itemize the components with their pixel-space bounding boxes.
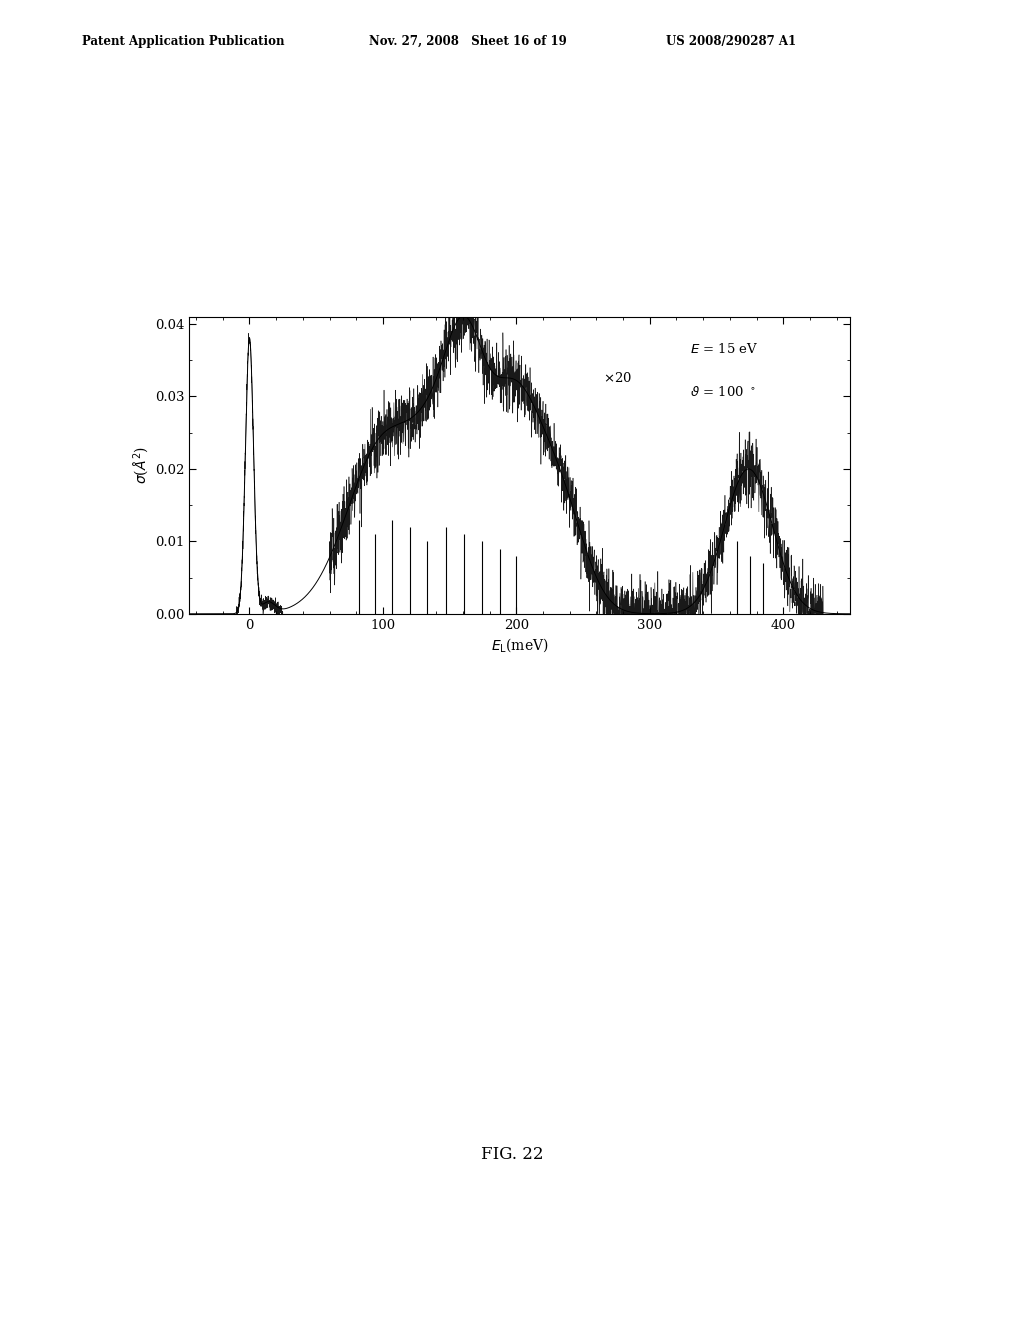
Text: $\times$20: $\times$20 xyxy=(603,371,632,385)
Text: US 2008/290287 A1: US 2008/290287 A1 xyxy=(666,34,796,48)
Y-axis label: $\sigma$($\AA^2$): $\sigma$($\AA^2$) xyxy=(131,446,151,484)
Text: Nov. 27, 2008   Sheet 16 of 19: Nov. 27, 2008 Sheet 16 of 19 xyxy=(369,34,566,48)
Text: Patent Application Publication: Patent Application Publication xyxy=(82,34,285,48)
X-axis label: $E_{\rm L}$(meV): $E_{\rm L}$(meV) xyxy=(490,636,549,653)
Text: FIG. 22: FIG. 22 xyxy=(480,1146,544,1163)
Text: $\vartheta$ = 100 $^\circ$: $\vartheta$ = 100 $^\circ$ xyxy=(690,385,756,400)
Text: $E$ = 15 eV: $E$ = 15 eV xyxy=(690,342,759,356)
